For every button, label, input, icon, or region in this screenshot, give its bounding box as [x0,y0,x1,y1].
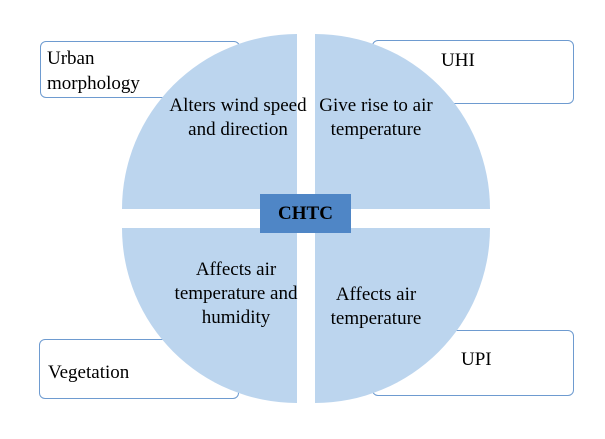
factor-label-upi: UPI [461,349,492,370]
quadrant-bottom-right [315,228,490,403]
quadrant-bottom-left [122,228,297,403]
factor-label-uhi: UHI [441,50,475,71]
quadrant-text-bottom-right: Affects air temperature [330,284,422,329]
center-badge: CHTC [260,194,351,233]
quadrant-text-bottom-left: Affects air temperature and humidity [174,259,298,328]
quadrant-text-top-right: Give rise to air temperature [319,95,433,140]
quadrant-text-top-left: Alters wind speed and direction [169,95,307,140]
quadrant-top-left [122,34,297,209]
quadrant-top-right [315,34,490,209]
factor-label-urban-morphology: Urban morphology [47,48,140,94]
factor-label-vegetation: Vegetation [48,362,130,383]
